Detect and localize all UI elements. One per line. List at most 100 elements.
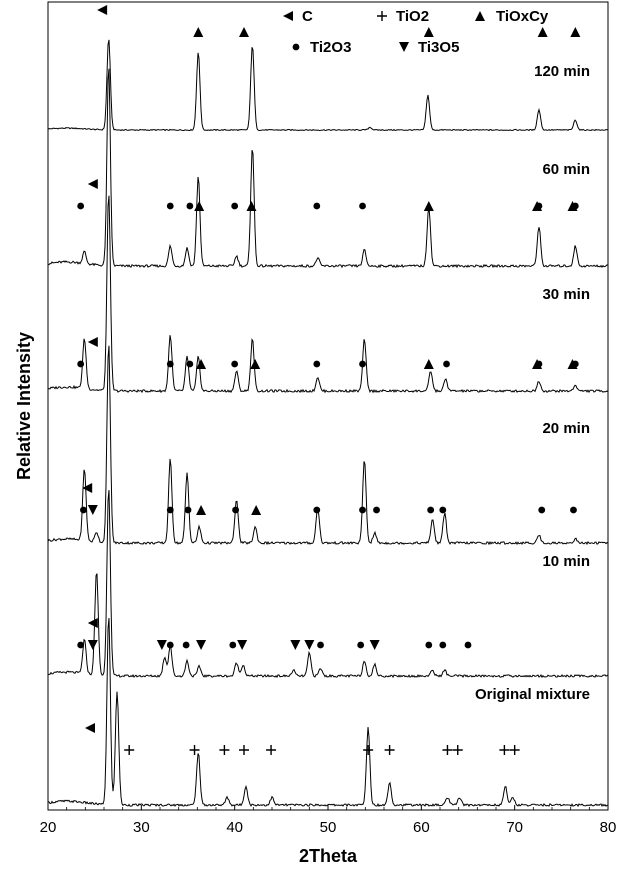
marker-0-5 [570, 27, 581, 37]
marker-4-0 [87, 618, 98, 628]
marker-3-2 [87, 505, 98, 515]
marker-5-1 [124, 745, 135, 755]
sample-label-4: 10 min [542, 553, 590, 570]
marker-4-4 [166, 641, 174, 649]
marker-1-1 [77, 202, 85, 210]
marker-4-2 [77, 641, 85, 649]
x-tick-label-5: 70 [506, 819, 523, 836]
marker-4-7 [229, 641, 237, 649]
trace-2 [47, 195, 609, 394]
marker-4-12 [357, 641, 365, 649]
marker-2-4 [196, 359, 207, 369]
sample-labels: 120 min 60 min 30 min 20 min 10 min Original … [475, 63, 590, 703]
marker-3-4 [184, 506, 192, 514]
marker-1-0 [87, 179, 98, 189]
marker-2-12 [535, 360, 543, 368]
marker-5-2 [189, 745, 200, 755]
y-axis-title: Relative Intensity [14, 332, 34, 480]
marker-3-10 [373, 506, 380, 514]
marker-4-5 [182, 641, 190, 649]
trace-4 [47, 490, 609, 679]
marker-1-11 [535, 202, 543, 210]
marker-2-7 [313, 360, 321, 368]
trace-0 [47, 39, 609, 132]
marker-3-13 [538, 506, 546, 514]
trace-5 [47, 618, 609, 808]
marker-0-0 [97, 5, 108, 15]
x-tick-label-3: 50 [320, 819, 337, 836]
marker-5-3 [219, 745, 230, 755]
marker-1-4 [194, 201, 205, 211]
x-tick-label-2: 40 [226, 819, 243, 836]
marker-1-7 [313, 202, 321, 210]
traces [47, 39, 609, 808]
trace-3 [47, 345, 609, 546]
legend-marker-4 [399, 42, 409, 52]
marker-4-13 [369, 640, 380, 650]
marker-1-6 [246, 201, 257, 211]
marker-2-14 [571, 360, 579, 368]
x-tick-label-4: 60 [413, 819, 430, 836]
marker-4-14 [425, 641, 433, 649]
marker-2-10 [443, 360, 450, 368]
marker-2-9 [423, 359, 434, 369]
legend-label-4: Ti3O5 [418, 39, 459, 56]
legend-marker-0 [283, 11, 293, 21]
marker-0-4 [537, 27, 548, 37]
marker-2-8 [359, 360, 366, 368]
marker-1-13 [571, 202, 579, 210]
sample-label-3: 20 min [542, 420, 590, 437]
marker-1-9 [423, 201, 434, 211]
marker-3-12 [439, 506, 447, 514]
marker-5-0 [85, 723, 95, 733]
marker-1-2 [166, 202, 174, 210]
marker-1-3 [186, 202, 194, 210]
marker-3-8 [313, 506, 321, 514]
marker-5-4 [239, 745, 249, 755]
marker-5-7 [384, 745, 395, 755]
marker-3-7 [251, 505, 262, 515]
legend-label-1: TiO2 [396, 8, 429, 25]
x-axis: 20 30 40 50 60 70 80 [40, 805, 617, 836]
marker-5-9 [452, 745, 463, 755]
marker-5-5 [266, 745, 277, 755]
marker-2-0 [87, 337, 98, 347]
marker-5-8 [442, 745, 453, 755]
x-tick-label-6: 80 [600, 819, 617, 836]
legend: C TiO2 TiOxCy Ti2O3 Ti3O5 [283, 8, 549, 56]
marker-2-2 [166, 360, 174, 368]
marker-4-9 [290, 640, 301, 650]
marker-2-3 [186, 360, 194, 368]
marker-4-6 [196, 640, 207, 650]
legend-marker-3 [292, 43, 300, 51]
marker-0-2 [239, 27, 249, 37]
sample-label-2: 30 min [542, 286, 590, 303]
marker-4-3 [156, 640, 167, 650]
marker-4-8 [237, 640, 248, 650]
x-tick-label-1: 30 [133, 819, 150, 836]
marker-1-5 [231, 202, 239, 210]
sample-label-5: Original mixture [475, 686, 590, 703]
marker-3-14 [570, 506, 577, 514]
x-tick-label-0: 20 [40, 819, 57, 836]
marker-4-10 [304, 640, 315, 650]
marker-2-5 [231, 360, 239, 368]
marker-4-11 [317, 641, 324, 649]
legend-marker-2 [475, 11, 485, 21]
marker-4-16 [464, 641, 472, 649]
sample-label-1: 60 min [542, 161, 590, 178]
marker-3-5 [196, 505, 207, 515]
marker-2-6 [250, 359, 261, 369]
marker-0-1 [193, 27, 204, 37]
marker-3-6 [232, 506, 240, 514]
legend-label-0: C [302, 8, 313, 25]
marker-3-1 [80, 506, 87, 514]
trace-1 [47, 68, 609, 269]
marker-3-0 [82, 483, 93, 493]
marker-4-15 [439, 641, 447, 649]
sample-label-0: 120 min [534, 63, 590, 80]
marker-5-10 [499, 745, 510, 755]
legend-label-3: Ti2O3 [310, 39, 351, 56]
marker-3-3 [166, 506, 174, 514]
